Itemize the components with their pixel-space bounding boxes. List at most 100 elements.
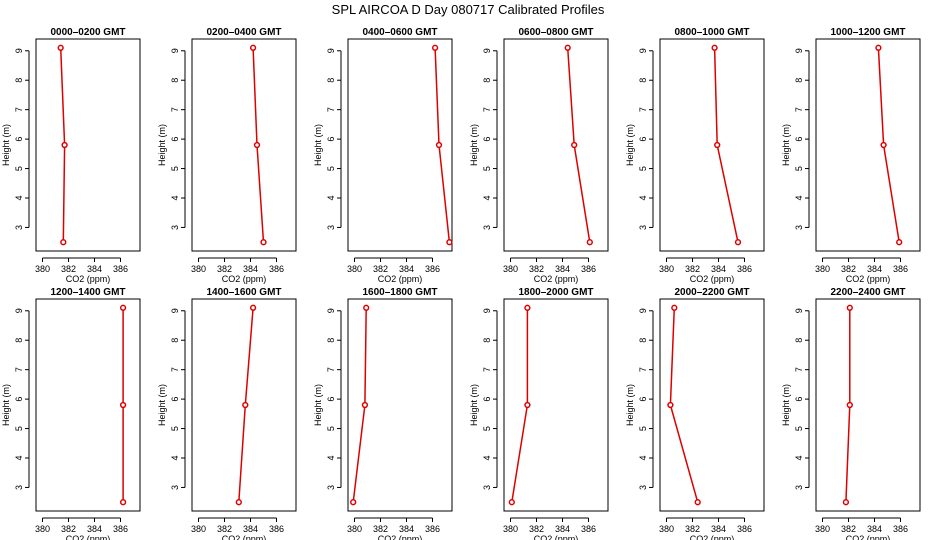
y-tick-label: 8 <box>794 338 804 343</box>
y-axis-label: Height (m) <box>313 124 323 166</box>
x-tick-label: 382 <box>841 264 856 274</box>
panel-title: 1400–1600 GMT <box>206 287 281 298</box>
y-tick-label: 5 <box>14 166 24 171</box>
x-tick-label: 382 <box>61 264 76 274</box>
x-axis-label: CO2 (ppm) <box>222 534 267 540</box>
y-tick-label: 7 <box>14 367 24 372</box>
plot-frame <box>815 298 921 512</box>
x-axis-label: CO2 (ppm) <box>534 274 579 284</box>
data-point <box>564 44 571 51</box>
data-point <box>842 499 850 506</box>
y-tick-label: 5 <box>326 166 336 171</box>
x-tick-label: 386 <box>893 524 908 534</box>
x-tick-label: 384 <box>867 524 882 534</box>
y-tick-label: 4 <box>794 455 804 460</box>
x-axis-label: CO2 (ppm) <box>690 274 735 284</box>
y-tick-label: 6 <box>326 397 336 402</box>
panel-title: 1600–1800 GMT <box>362 287 437 298</box>
y-tick-label: 4 <box>794 195 804 200</box>
y-tick-label: 7 <box>14 107 24 112</box>
x-tick-label: 384 <box>243 264 258 274</box>
y-tick-label: 3 <box>482 485 492 490</box>
data-point <box>363 304 370 311</box>
y-tick-label: 9 <box>794 308 804 313</box>
y-tick-label: 8 <box>482 338 492 343</box>
x-axis-label: CO2 (ppm) <box>378 534 423 540</box>
data-point <box>896 239 903 246</box>
y-tick-label: 3 <box>638 485 648 490</box>
x-tick-label: 384 <box>399 524 414 534</box>
data-point <box>880 141 887 149</box>
data-point <box>875 44 882 51</box>
y-tick-label: 3 <box>794 225 804 230</box>
y-tick-label: 8 <box>170 338 180 343</box>
data-point <box>846 304 853 311</box>
data-point <box>446 239 453 246</box>
y-tick-label: 6 <box>14 397 24 402</box>
panel-title: 2200–2400 GMT <box>830 287 905 298</box>
plot-frame <box>503 298 609 512</box>
plot-frame <box>503 38 609 252</box>
y-tick-label: 3 <box>170 485 180 490</box>
x-tick-label: 384 <box>243 524 258 534</box>
plot-frame <box>347 38 453 252</box>
y-tick-label: 4 <box>482 195 492 200</box>
y-tick-label: 5 <box>170 166 180 171</box>
x-axis-label: CO2 (ppm) <box>846 534 891 540</box>
y-axis-label: Height (m) <box>1 124 11 166</box>
y-tick-label: 9 <box>482 48 492 53</box>
data-point <box>846 401 853 409</box>
series-line <box>566 47 591 243</box>
y-tick-label: 5 <box>794 426 804 431</box>
x-tick-label: 386 <box>269 264 284 274</box>
x-axis-label: CO2 (ppm) <box>66 534 111 540</box>
x-tick-label: 382 <box>685 264 700 274</box>
y-tick-label: 5 <box>14 426 24 431</box>
x-tick-label: 380 <box>659 264 674 274</box>
y-tick-label: 3 <box>14 485 24 490</box>
y-tick-label: 7 <box>170 107 180 112</box>
plot-frame <box>659 298 765 512</box>
y-tick-label: 3 <box>794 485 804 490</box>
y-tick-label: 3 <box>482 225 492 230</box>
data-point <box>524 401 531 409</box>
y-tick-label: 6 <box>170 397 180 402</box>
data-point <box>249 44 257 51</box>
data-point <box>249 304 257 311</box>
y-tick-label: 4 <box>482 455 492 460</box>
series-line <box>669 307 699 503</box>
panel-title: 2000–2200 GMT <box>674 287 749 298</box>
y-tick-label: 8 <box>326 338 336 343</box>
plot-frame <box>659 38 765 252</box>
y-tick-label: 5 <box>170 426 180 431</box>
y-tick-label: 5 <box>638 166 648 171</box>
x-tick-label: 380 <box>191 524 206 534</box>
y-tick-label: 9 <box>14 308 24 313</box>
data-point <box>431 44 439 51</box>
plot-frame <box>347 298 453 512</box>
y-tick-label: 4 <box>326 455 336 460</box>
y-tick-label: 4 <box>170 195 180 200</box>
panel-title: 0600–0800 GMT <box>518 27 593 38</box>
y-tick-label: 4 <box>638 195 648 200</box>
x-tick-label: 386 <box>893 264 908 274</box>
x-tick-label: 384 <box>87 264 102 274</box>
x-tick-label: 382 <box>529 524 544 534</box>
data-point <box>667 401 674 409</box>
data-point <box>361 401 369 409</box>
x-tick-label: 386 <box>425 264 440 274</box>
panel-title: 0800–1000 GMT <box>674 27 749 38</box>
data-point <box>694 499 701 506</box>
x-tick-label: 382 <box>529 264 544 274</box>
y-tick-label: 9 <box>170 48 180 53</box>
y-axis-label: Height (m) <box>157 124 167 166</box>
y-tick-label: 5 <box>482 426 492 431</box>
panel-title: 1000–1200 GMT <box>830 27 905 38</box>
data-point <box>260 239 267 246</box>
